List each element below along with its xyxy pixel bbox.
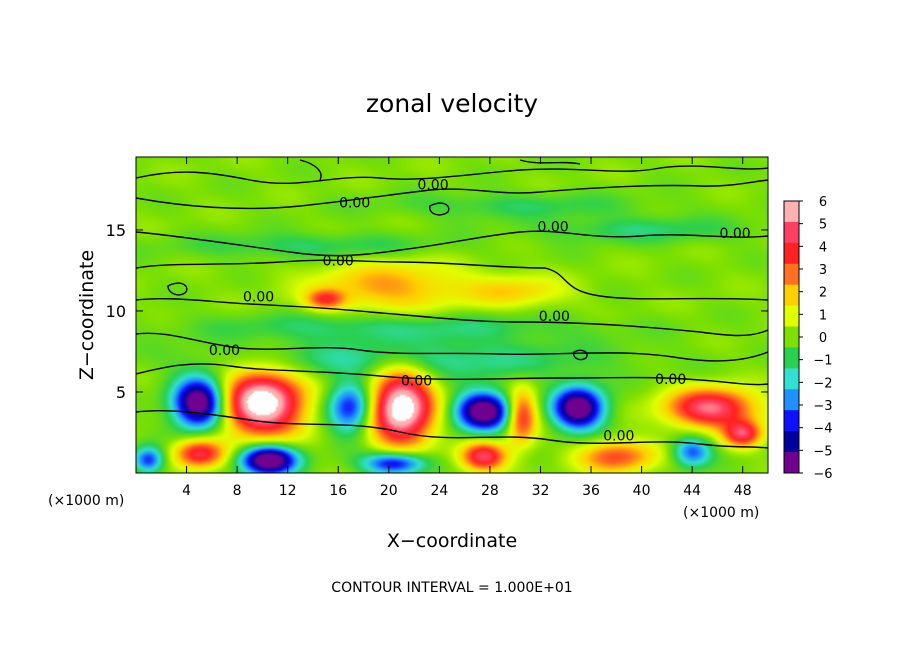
contour-label: 0.00 [401,374,432,390]
colorbar-swatch [784,368,799,390]
y-axis-label: Z−coordinate [76,250,98,380]
x-tick-label: 4 [182,483,191,499]
colorbar-label: 2 [819,286,827,301]
colorbar-label: 0 [819,331,827,346]
x-tick-label: 40 [633,483,651,499]
colorbar-label: −3 [813,399,832,414]
colorbar-label: 1 [819,308,827,323]
x-unit-right: (×1000 m) [683,505,759,521]
colorbar-swatch [784,389,799,411]
contour-line [299,159,581,181]
x-axis-ticks: 4 8 12 16 20 24 28 32 36 40 44 48 [182,157,752,499]
y-axis-ticks: 5 10 15 [106,221,768,402]
colorbar-swatch [784,263,799,286]
colorbar-label: −5 [813,444,832,459]
contour-line [136,297,768,337]
x-axis-label: X−coordinate [387,530,517,552]
x-unit-left: (×1000 m) [48,493,124,509]
x-tick-label: 44 [683,483,701,499]
plot-frame [135,156,769,474]
contour-line [136,332,768,362]
contour-label: 0.00 [417,178,448,194]
contour-interval-note: CONTOUR INTERVAL = 1.000E+01 [331,580,572,596]
contour-line [136,410,768,449]
x-tick-label: 36 [582,483,600,499]
contour-line [573,349,588,361]
contour-label: 0.00 [603,429,634,445]
contour-label: 0.00 [539,309,570,325]
contour-label: 0.00 [243,289,274,305]
contour-line [429,202,450,216]
contour-label: 0.00 [209,343,240,359]
contour-line [136,165,768,185]
x-tick-label: 20 [380,483,398,499]
colorbar-label: 3 [819,263,827,278]
colorbar-label: 5 [819,218,827,233]
colorbar-label: 4 [819,240,827,255]
colorbar-swatch [784,326,799,348]
y-tick-label: 15 [106,221,126,240]
zero-contours [136,159,768,449]
x-tick-label: 32 [532,483,550,499]
x-tick-label: 28 [481,483,499,499]
colorbar-label: −4 [813,422,832,437]
x-tick-label: 24 [430,483,448,499]
y-tick-label: 10 [106,302,126,321]
colorbar: 6 5 4 3 2 1 0 −1 −2 −3 −4 −5 −6 [783,195,833,482]
colorbar-label: −2 [813,376,832,391]
colorbar-swatch [784,410,799,432]
contour-label: 0.00 [655,372,686,388]
contour-label: 0.00 [538,220,569,236]
contour-label: 0.00 [720,226,751,242]
colorbar-swatch [784,284,799,307]
contour-label: 0.00 [339,195,370,211]
y-tick-label: 5 [116,383,126,402]
colorbar-swatch [784,305,799,328]
x-tick-label: 12 [279,483,297,499]
x-tick-label: 8 [233,483,242,499]
colorbar-swatch [784,347,799,369]
colorbar-swatch [784,221,799,244]
plot-area: 0.00 0.00 0.00 0.00 0.00 0.00 0.00 0.00 0.00 0.00… [135,156,769,474]
colorbar-swatch [784,452,799,474]
colorbar-label: −1 [813,354,832,369]
colorbar-swatch [784,201,799,223]
contour-line [136,179,768,210]
colorbar-label: −6 [813,467,832,482]
x-tick-label: 48 [734,483,752,499]
x-tick-label: 16 [329,483,347,499]
contour-line [136,259,768,301]
contour-label: 0.00 [323,254,354,270]
colorbar-label: 6 [819,195,827,210]
colorbar-swatch [784,431,799,453]
velocity-field [136,157,768,473]
contour-line [136,230,768,257]
contour-line [167,282,188,296]
contour-line [136,363,768,386]
colorbar-swatch [784,242,799,265]
chart-title: zonal velocity [366,89,538,118]
contour-labels: 0.00 0.00 0.00 0.00 0.00 0.00 0.00 0.00 0.00 0.00… [209,178,751,445]
